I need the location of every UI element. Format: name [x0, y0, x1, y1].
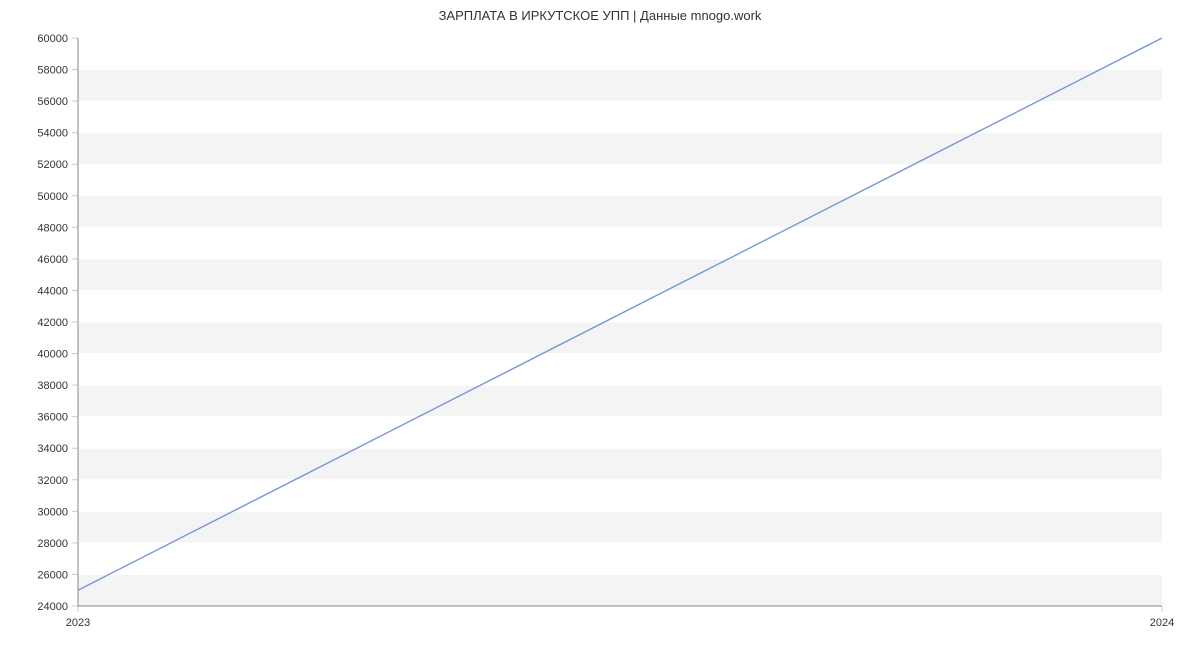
svg-text:2024: 2024 [1150, 617, 1174, 629]
svg-text:28000: 28000 [37, 538, 68, 550]
svg-text:36000: 36000 [37, 412, 68, 424]
svg-text:24000: 24000 [37, 601, 68, 613]
svg-text:2023: 2023 [66, 617, 90, 629]
svg-text:56000: 56000 [37, 96, 68, 108]
svg-text:46000: 46000 [37, 254, 68, 266]
svg-text:42000: 42000 [37, 317, 68, 329]
salary-chart: ЗАРПЛАТА В ИРКУТСКОЕ УПП | Данные mnogo.… [0, 0, 1200, 650]
svg-text:52000: 52000 [37, 159, 68, 171]
svg-text:34000: 34000 [37, 443, 68, 455]
svg-text:40000: 40000 [37, 349, 68, 361]
svg-text:60000: 60000 [37, 33, 68, 45]
svg-text:54000: 54000 [37, 128, 68, 140]
chart-svg: 24000 26000 28000 30000 32000 34000 36000 38000… [0, 0, 1200, 650]
svg-text:30000: 30000 [37, 506, 68, 518]
svg-text:58000: 58000 [37, 65, 68, 77]
svg-text:50000: 50000 [37, 191, 68, 203]
svg-text:48000: 48000 [37, 222, 68, 234]
svg-text:32000: 32000 [37, 475, 68, 487]
svg-text:38000: 38000 [37, 380, 68, 392]
svg-text:26000: 26000 [37, 569, 68, 581]
svg-text:44000: 44000 [37, 285, 68, 297]
